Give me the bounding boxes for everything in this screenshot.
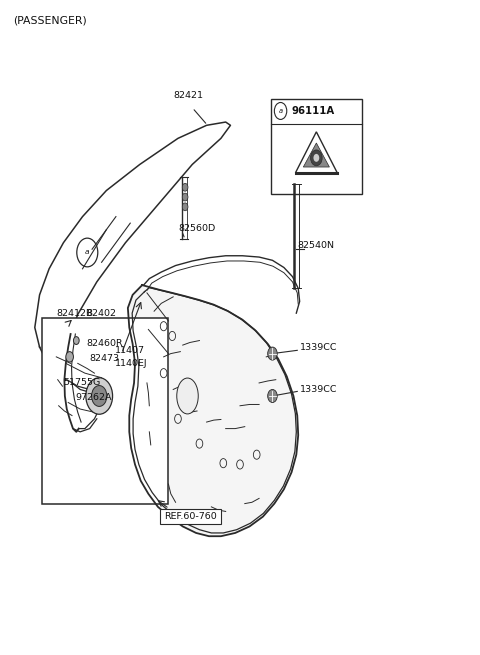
Text: REF.60-760: REF.60-760 xyxy=(164,512,217,521)
Text: 11407: 11407 xyxy=(115,346,145,355)
Circle shape xyxy=(268,390,277,403)
Polygon shape xyxy=(128,285,298,536)
Text: a: a xyxy=(85,250,90,255)
Circle shape xyxy=(92,386,107,406)
Text: 82460R: 82460R xyxy=(86,339,123,348)
Text: (PASSENGER): (PASSENGER) xyxy=(13,16,87,26)
Circle shape xyxy=(86,378,113,414)
Bar xyxy=(42,318,168,504)
Text: 97262A: 97262A xyxy=(75,394,112,402)
Text: 1339CC: 1339CC xyxy=(300,385,337,394)
Bar xyxy=(271,99,362,194)
Text: 82473: 82473 xyxy=(90,354,120,364)
Circle shape xyxy=(268,347,277,360)
Text: 1140EJ: 1140EJ xyxy=(115,359,147,368)
Circle shape xyxy=(313,154,319,162)
Text: a: a xyxy=(278,108,283,114)
Text: 96111A: 96111A xyxy=(291,106,334,116)
Ellipse shape xyxy=(177,378,198,414)
Circle shape xyxy=(182,193,188,201)
Text: 51755G: 51755G xyxy=(63,379,101,388)
Circle shape xyxy=(311,150,322,166)
Polygon shape xyxy=(303,143,329,167)
Circle shape xyxy=(182,203,188,211)
Text: 82421: 82421 xyxy=(173,92,203,100)
Text: 82412B: 82412B xyxy=(56,309,93,318)
Text: 82540N: 82540N xyxy=(297,242,334,250)
Circle shape xyxy=(73,337,79,345)
Text: 82402: 82402 xyxy=(86,309,116,318)
Circle shape xyxy=(182,183,188,191)
Text: 82560D: 82560D xyxy=(178,224,215,233)
Bar xyxy=(160,509,221,525)
Text: 1339CC: 1339CC xyxy=(300,343,337,352)
Circle shape xyxy=(66,352,73,362)
